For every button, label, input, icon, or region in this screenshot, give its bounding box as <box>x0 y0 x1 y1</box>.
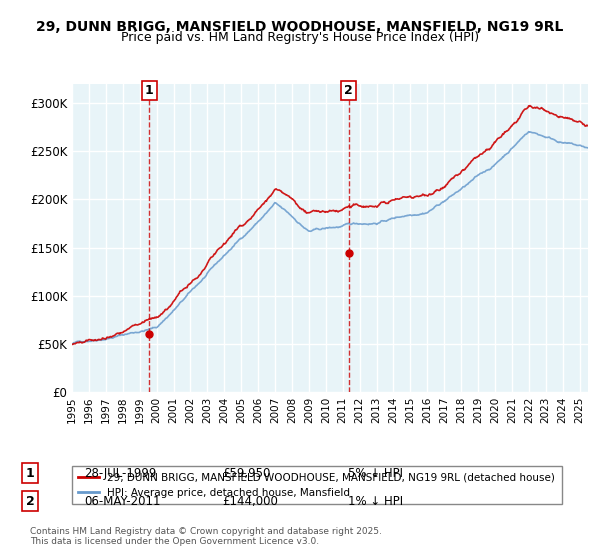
Text: 1% ↓ HPI: 1% ↓ HPI <box>348 494 403 508</box>
Text: 1: 1 <box>145 84 154 97</box>
Text: 06-MAY-2011: 06-MAY-2011 <box>84 494 161 508</box>
Text: Contains HM Land Registry data © Crown copyright and database right 2025.
This d: Contains HM Land Registry data © Crown c… <box>30 526 382 546</box>
Text: 2: 2 <box>26 494 34 508</box>
Text: 29, DUNN BRIGG, MANSFIELD WOODHOUSE, MANSFIELD, NG19 9RL: 29, DUNN BRIGG, MANSFIELD WOODHOUSE, MAN… <box>37 20 563 34</box>
Legend: 29, DUNN BRIGG, MANSFIELD WOODHOUSE, MANSFIELD, NG19 9RL (detached house), HPI: : 29, DUNN BRIGG, MANSFIELD WOODHOUSE, MAN… <box>72 466 562 504</box>
Text: 2: 2 <box>344 84 353 97</box>
Text: 5% ↓ HPI: 5% ↓ HPI <box>348 466 403 480</box>
Text: £144,000: £144,000 <box>222 494 278 508</box>
Text: 28-JUL-1999: 28-JUL-1999 <box>84 466 157 480</box>
Text: £59,950: £59,950 <box>222 466 271 480</box>
Text: Price paid vs. HM Land Registry's House Price Index (HPI): Price paid vs. HM Land Registry's House … <box>121 31 479 44</box>
Text: 1: 1 <box>26 466 34 480</box>
